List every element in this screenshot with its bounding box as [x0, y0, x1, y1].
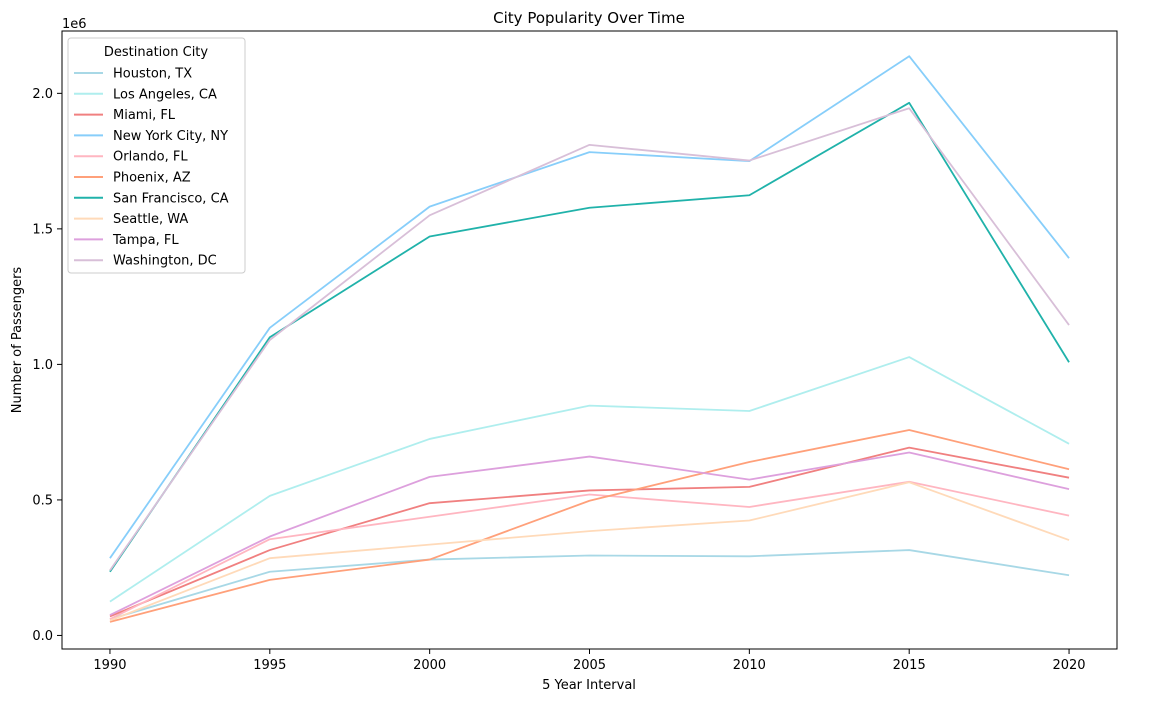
x-tick-label: 2015 — [893, 658, 926, 673]
y-tick-label: 1.5 — [32, 222, 53, 237]
legend-label-los-angeles-ca: Los Angeles, CA — [113, 87, 217, 102]
x-tick-label: 1995 — [253, 658, 286, 673]
y-tick-label: 0.0 — [32, 629, 53, 644]
y-tick-label: 2.0 — [32, 87, 53, 102]
x-tick-label: 1990 — [93, 658, 126, 673]
legend-label-seattle-wa: Seattle, WA — [113, 212, 188, 227]
legend-label-orlando-fl: Orlando, FL — [113, 150, 188, 165]
legend-label-tampa-fl: Tampa, FL — [112, 233, 179, 248]
x-axis: 1990 1995 2000 2005 2010 2015 2020 — [93, 649, 1086, 673]
y-offset-label: 1e6 — [62, 17, 87, 32]
legend-label-san-francisco-ca: San Francisco, CA — [113, 191, 229, 206]
legend-label-washington-dc: Washington, DC — [113, 254, 217, 269]
y-tick-label: 0.5 — [32, 493, 53, 508]
y-axis: 0.0 0.5 1.0 1.5 2.0 — [32, 87, 62, 644]
y-axis-label: Number of Passengers — [10, 267, 25, 414]
legend-label-new-york-city-ny: New York City, NY — [113, 129, 228, 144]
x-tick-label: 2020 — [1052, 658, 1085, 673]
x-axis-label: 5 Year Interval — [542, 678, 636, 693]
x-tick-label: 2005 — [573, 658, 606, 673]
legend-label-houston-tx: Houston, TX — [113, 67, 192, 82]
x-tick-label: 2000 — [413, 658, 446, 673]
legend-label-miami-fl: Miami, FL — [113, 108, 176, 123]
legend-box — [67, 37, 246, 274]
legend-label-phoenix-az: Phoenix, AZ — [113, 171, 191, 186]
legend: Destination City Houston, TX Los Angeles,… — [67, 37, 246, 274]
legend-title: Destination City — [104, 45, 209, 60]
legend-items: Houston, TX Los Angeles, CA Miami, FL New Y… — [74, 67, 229, 269]
series-layer — [109, 55, 1070, 623]
y-tick-label: 1.0 — [32, 358, 53, 373]
x-tick-label: 2010 — [733, 658, 766, 673]
chart-title: City Popularity Over Time — [493, 9, 685, 27]
